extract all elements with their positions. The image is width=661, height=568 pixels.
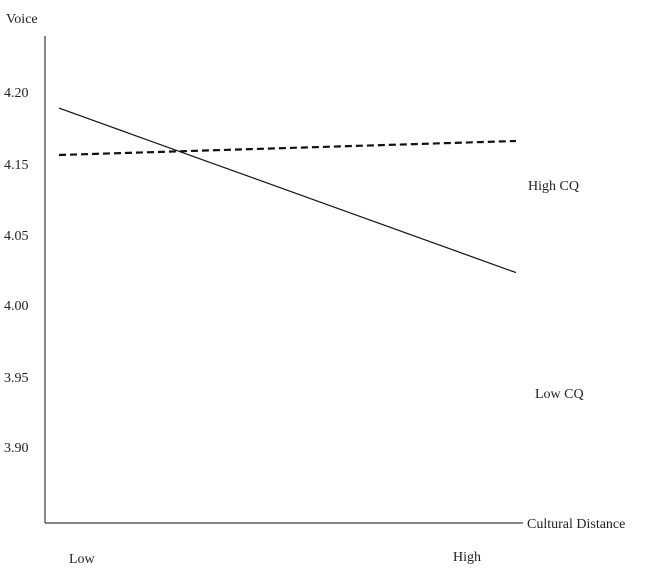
y-tick-label: 4.20 xyxy=(4,86,29,101)
series-label-low-cq: Low CQ xyxy=(535,387,584,402)
y-tick-label: 3.90 xyxy=(4,441,29,456)
x-tick-label-low: Low xyxy=(69,552,96,567)
series-line-high-cq xyxy=(58,139,517,157)
y-tick-label: 4.05 xyxy=(4,229,29,244)
y-tick-label: 4.00 xyxy=(4,299,29,314)
x-axis-label: Cultural Distance xyxy=(527,517,625,532)
y-tick-label: 3.95 xyxy=(4,371,29,386)
y-tick-label: 4.15 xyxy=(4,158,29,173)
y-axis-label: Voice xyxy=(6,12,38,27)
series-label-high-cq: High CQ xyxy=(528,179,579,194)
x-tick-label-high: High xyxy=(453,550,481,565)
series-line-low-cq xyxy=(58,107,517,274)
